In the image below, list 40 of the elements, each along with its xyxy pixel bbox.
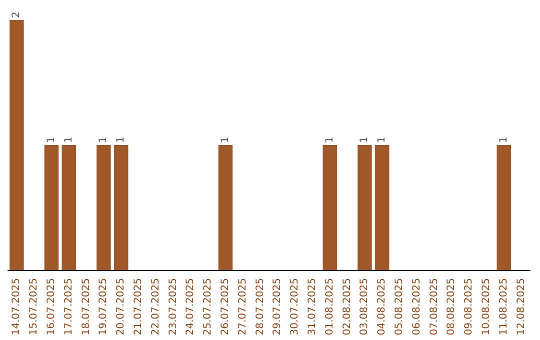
- x-tick-label: 21.07.2025: [133, 278, 144, 336]
- x-tick-label: 26.07.2025: [220, 278, 231, 336]
- data-label: 1: [98, 136, 110, 143]
- data-label: 1: [116, 136, 127, 143]
- x-tick-label: 04.08.2025: [376, 278, 388, 336]
- x-tick-label: 20.07.2025: [116, 278, 127, 336]
- data-label: 1: [359, 136, 370, 143]
- x-tick-label: 05.08.2025: [394, 278, 405, 336]
- x-tick-label: 01.08.2025: [324, 278, 336, 336]
- x-tick-label: 06.08.2025: [411, 278, 422, 336]
- x-tick-label: 15.07.2025: [28, 278, 40, 336]
- x-tick-label: 24.07.2025: [185, 278, 196, 336]
- data-label: 1: [46, 136, 57, 143]
- x-tick-label: 27.07.2025: [237, 278, 248, 336]
- x-tick-label: 08.08.2025: [446, 278, 458, 336]
- x-tick-label: 25.07.2025: [202, 278, 214, 336]
- x-tick-label: 17.07.2025: [63, 278, 74, 336]
- x-tick-label: 30.07.2025: [290, 278, 301, 336]
- x-tick-label: 14.07.2025: [11, 278, 22, 336]
- x-tick-label: 31.07.2025: [307, 278, 318, 336]
- data-label: 1: [220, 136, 231, 143]
- x-tick-label: 19.07.2025: [98, 278, 110, 336]
- x-tick-label: 28.07.2025: [254, 278, 266, 336]
- data-label: 1: [324, 136, 336, 143]
- data-label: 1: [63, 136, 74, 143]
- data-label: 1: [498, 136, 510, 143]
- x-tick-label: 16.07.2025: [46, 278, 57, 336]
- x-tick-label: 18.07.2025: [80, 278, 92, 336]
- x-tick-label: 29.07.2025: [272, 278, 284, 336]
- x-tick-label: 07.08.2025: [428, 278, 440, 336]
- x-tick-label: 03.08.2025: [359, 278, 370, 336]
- x-tick-label: 09.08.2025: [464, 278, 475, 336]
- x-tick-label: 10.08.2025: [481, 278, 492, 336]
- data-label: 2: [11, 12, 22, 18]
- x-tick-label: 23.07.2025: [168, 278, 179, 336]
- x-tick-label: 02.08.2025: [342, 278, 353, 336]
- x-tick-label: 12.08.2025: [516, 278, 527, 336]
- x-tick-label: 11.08.2025: [498, 278, 510, 336]
- x-tick-label: 22.07.2025: [150, 278, 162, 336]
- data-label: 1: [376, 136, 388, 143]
